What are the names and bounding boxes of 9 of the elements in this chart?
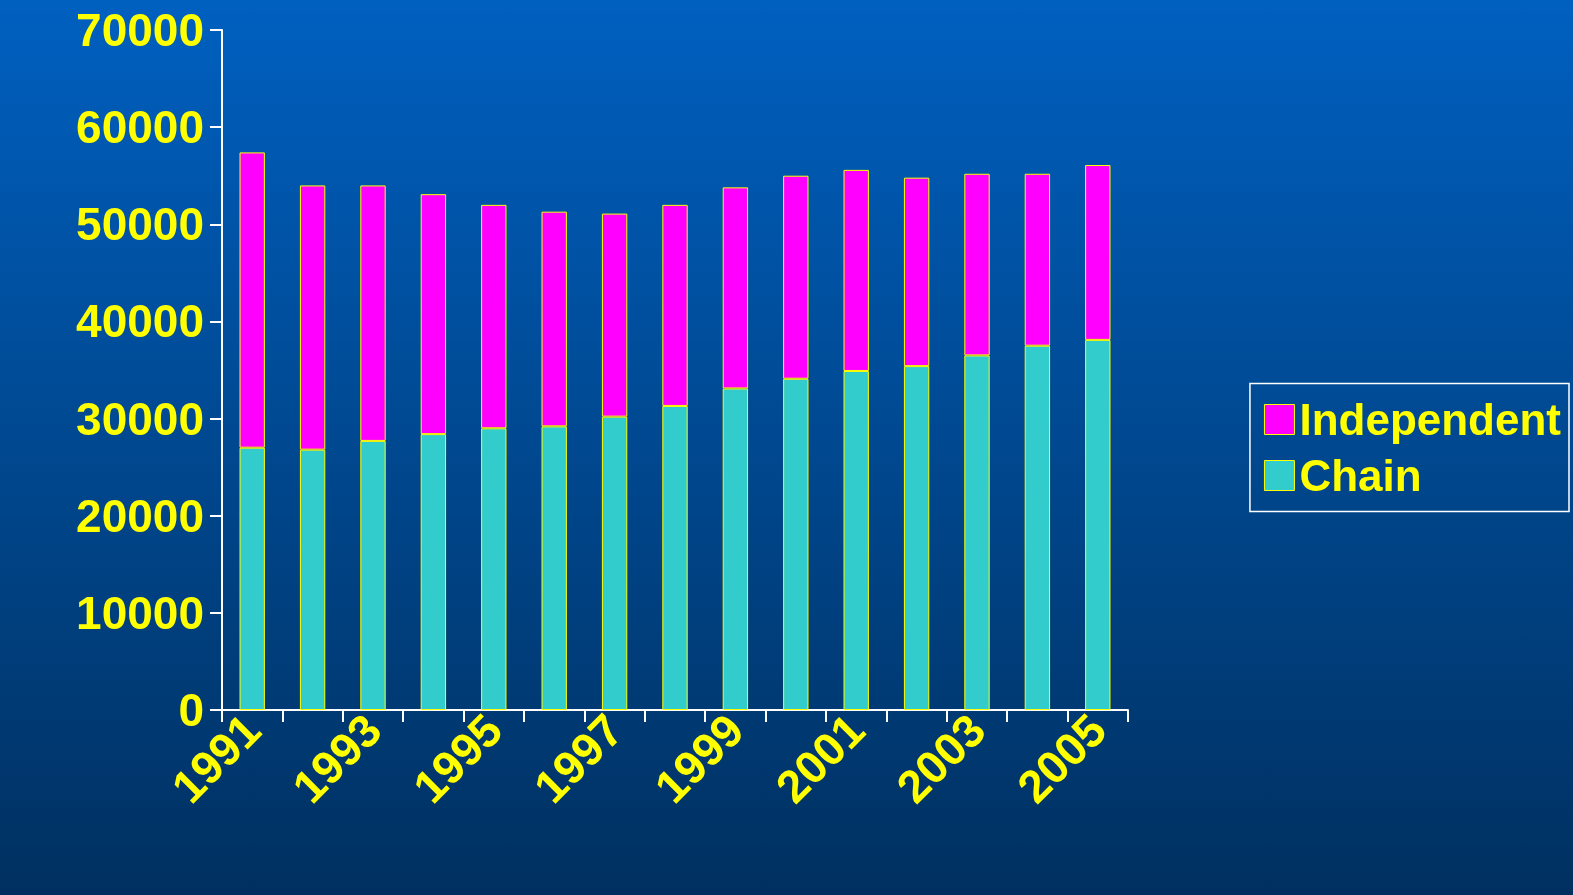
y-tick-label: 10000 bbox=[76, 586, 204, 639]
legend-label: Chain bbox=[1299, 451, 1422, 500]
y-tick-label: 60000 bbox=[76, 101, 204, 154]
y-tick-label: 20000 bbox=[76, 489, 204, 542]
y-tick-label: 70000 bbox=[76, 4, 204, 56]
y-tick-label: 30000 bbox=[76, 392, 204, 445]
y-tick-label: 40000 bbox=[76, 295, 204, 348]
y-tick-label: 50000 bbox=[76, 198, 204, 251]
legend-label: Independent bbox=[1299, 395, 1562, 444]
